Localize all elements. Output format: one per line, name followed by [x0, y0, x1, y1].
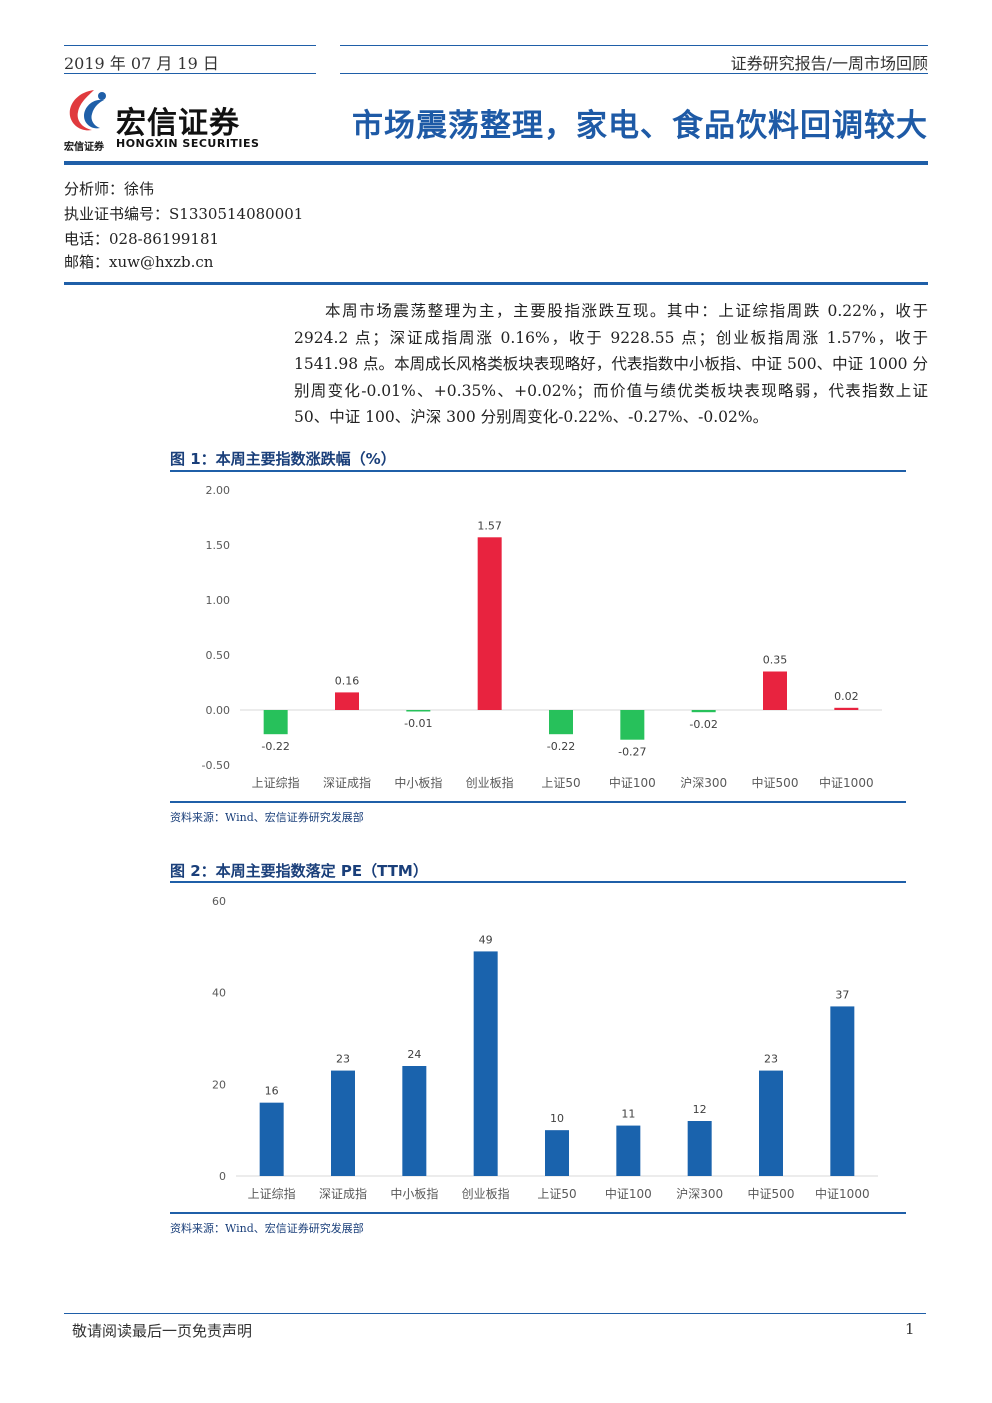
bar: [616, 1125, 641, 1176]
data-label: 23: [336, 1053, 350, 1066]
x-tick-label: 深证成指: [323, 775, 371, 790]
bar: [687, 1121, 712, 1176]
logo-name-en: HONGXIN SECURITIES: [116, 137, 260, 150]
analyst-cert: 执业证书编号：S1330514080001: [64, 205, 304, 223]
x-tick-label: 中小板指: [390, 1186, 438, 1201]
logo-name-cn: 宏信证券: [116, 106, 240, 141]
bar: [763, 671, 787, 710]
x-tick-label: 中证500: [748, 1186, 795, 1201]
header-rule-bottom-left: [64, 73, 316, 74]
footer-disclaimer: 敬请阅读最后一页免责声明: [72, 1322, 253, 1340]
chart-pe-ttm: 60 40 20 0 16 上证综指 23 深证成指 24 中小板指 49 创业板指 10 上证50 11 中…: [212, 895, 878, 1201]
x-tick-label: 中小板指: [394, 775, 442, 790]
bar: [402, 1066, 427, 1176]
y-tick-label: 1.50: [206, 539, 231, 552]
bar: [473, 951, 498, 1176]
x-tick-label: 深证成指: [319, 1186, 367, 1201]
figure-1-source: 资料来源：Wind、宏信证券研究发展部: [170, 811, 364, 824]
data-label: -0.01: [404, 717, 432, 730]
data-label: -0.22: [261, 740, 289, 753]
y-tick-label: 60: [212, 895, 226, 908]
data-label: -0.22: [547, 740, 575, 753]
figure-2-rule-top: [170, 881, 906, 883]
data-label: 37: [835, 988, 849, 1001]
bar: [406, 710, 431, 712]
y-tick-label: 1.00: [206, 594, 231, 607]
analyst-rule: [64, 282, 928, 285]
y-tick-label: 20: [212, 1078, 226, 1091]
figure-1-rule-bottom: [170, 801, 906, 803]
x-tick-label: 中证500: [752, 775, 799, 790]
data-label: 24: [407, 1048, 421, 1061]
figure-2-rule-bottom: [170, 1212, 906, 1214]
logo-sub-cn: 宏信证券: [64, 142, 104, 153]
y-tick-label: 40: [212, 987, 226, 1000]
figure-1-title: 图 1：本周主要指数涨跌幅（%）: [170, 450, 396, 468]
analyst-email: 邮箱：xuw@hxzb.cn: [64, 253, 214, 271]
x-tick-label: 中证1000: [819, 775, 874, 790]
data-label: -0.27: [618, 746, 646, 759]
analyst-name: 分析师：徐伟: [64, 180, 155, 198]
chart-weekly-change: 2.00 1.50 1.00 0.50 0.00 -0.50 -0.22 上证综指 0.16 深证…: [202, 484, 882, 790]
page-title: 市场震荡整理，家电、食品饮料回调较大: [352, 108, 928, 144]
x-tick-label: 中证100: [605, 1186, 652, 1201]
y-tick-label: 0.00: [206, 704, 231, 717]
bar: [830, 1006, 855, 1176]
x-tick-label: 创业板指: [462, 1186, 510, 1201]
data-label: 0.02: [834, 690, 859, 703]
analyst-phone: 电话：028-86199181: [64, 230, 220, 248]
bar: [549, 710, 573, 735]
data-label: 11: [621, 1108, 635, 1121]
report-type: 证券研究报告/一周市场回顾: [730, 54, 928, 73]
y-tick-label: 0: [219, 1170, 226, 1183]
figure-1-rule-top: [170, 470, 906, 472]
x-tick-label: 上证综指: [252, 775, 300, 790]
figure-2-title: 图 2：本周主要指数落定 PE（TTM）: [170, 862, 428, 880]
y-tick-label: 0.50: [206, 649, 231, 662]
data-label: 0.35: [763, 654, 788, 667]
x-tick-label: 沪深300: [676, 1187, 723, 1201]
summary-text: 本周市场震荡整理为主，主要股指涨跌互现。其中：上证综指周跌 0.22%，收于 2…: [294, 302, 928, 426]
x-tick-label: 创业板指: [466, 775, 514, 790]
y-tick-label: -0.50: [202, 759, 230, 772]
data-label: 49: [479, 933, 493, 946]
data-label: 0.16: [335, 674, 360, 687]
data-label: 23: [764, 1053, 778, 1066]
bar: [335, 692, 359, 710]
x-tick-label: 上证50: [541, 776, 580, 790]
company-logo-icon: [69, 90, 106, 131]
y-tick-label: 2.00: [206, 484, 231, 497]
x-tick-label: 沪深300: [680, 776, 727, 790]
data-label: 16: [265, 1085, 279, 1098]
header-rule-top-right: [340, 45, 928, 46]
header-rule-bottom-right: [340, 73, 928, 74]
bar: [620, 710, 645, 740]
figure-2-source: 资料来源：Wind、宏信证券研究发展部: [170, 1222, 364, 1235]
data-label: 10: [550, 1112, 564, 1125]
x-tick-label: 中证1000: [815, 1186, 870, 1201]
page-number: 1: [905, 1320, 915, 1338]
x-tick-label: 上证综指: [248, 1186, 296, 1201]
data-label: 1.57: [477, 519, 502, 532]
bar: [834, 707, 859, 710]
header-rule-top-left: [64, 45, 316, 46]
bar: [545, 1130, 569, 1176]
x-tick-label: 中证100: [609, 775, 656, 790]
footer-rule: [64, 1313, 926, 1314]
title-rule: [64, 161, 928, 165]
bar: [477, 537, 502, 710]
bar: [331, 1070, 355, 1176]
data-label: 12: [693, 1103, 707, 1116]
bar: [263, 710, 288, 735]
bar: [259, 1102, 284, 1176]
data-label: -0.02: [689, 718, 717, 731]
report-date: 2019 年 07 月 19 日: [64, 54, 219, 73]
bar: [759, 1070, 783, 1176]
bar: [691, 710, 716, 713]
x-tick-label: 上证50: [537, 1187, 576, 1201]
summary-paragraph: 本周市场震荡整理为主，主要股指涨跌互现。其中：上证综指周跌 0.22%，收于 2…: [294, 298, 928, 431]
